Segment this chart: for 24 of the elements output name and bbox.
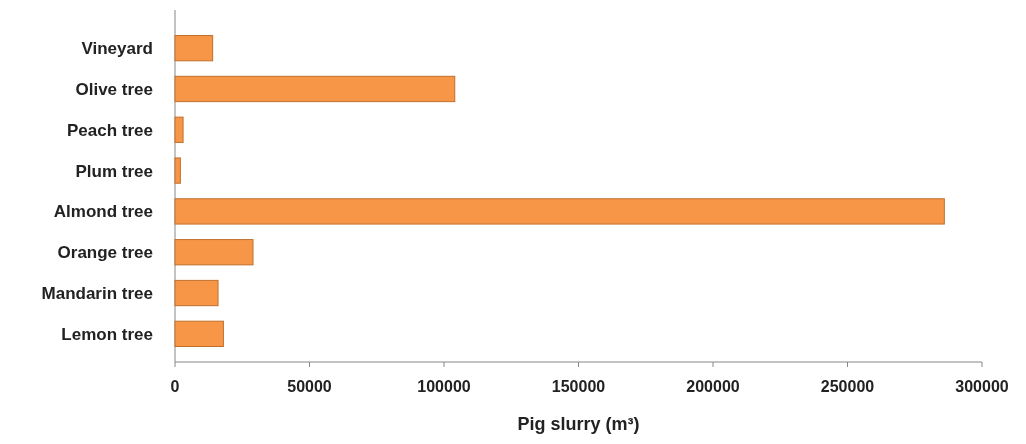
bar: [174, 198, 945, 225]
x-tick-label: 50000: [287, 378, 332, 395]
x-tick-label: 150000: [551, 378, 606, 395]
bar: [174, 279, 219, 307]
bar: [174, 239, 254, 266]
bar: [174, 157, 181, 184]
y-tick-label: Olive tree: [75, 79, 153, 99]
y-tick-label: Orange tree: [57, 243, 153, 263]
y-tick-label: Lemon tree: [61, 324, 153, 344]
bar: [174, 116, 184, 143]
y-tick-label: Mandarin tree: [41, 283, 153, 303]
bar: [174, 75, 456, 103]
bar: [174, 35, 214, 62]
y-tick-label: Vineyard: [81, 39, 153, 59]
x-tick-label: 200000: [686, 378, 740, 395]
bar: [174, 320, 224, 347]
y-tick-label: Plum tree: [75, 161, 153, 181]
x-tick-label: 100000: [417, 378, 471, 395]
x-tick-label: 0: [170, 378, 180, 395]
y-tick-label: Almond tree: [53, 202, 153, 222]
x-axis-title: Pig slurry (m³): [517, 414, 640, 434]
y-tick-label: Peach tree: [67, 120, 153, 140]
x-tick-label: 250000: [820, 378, 875, 395]
x-tick-label: 300000: [955, 378, 1009, 395]
